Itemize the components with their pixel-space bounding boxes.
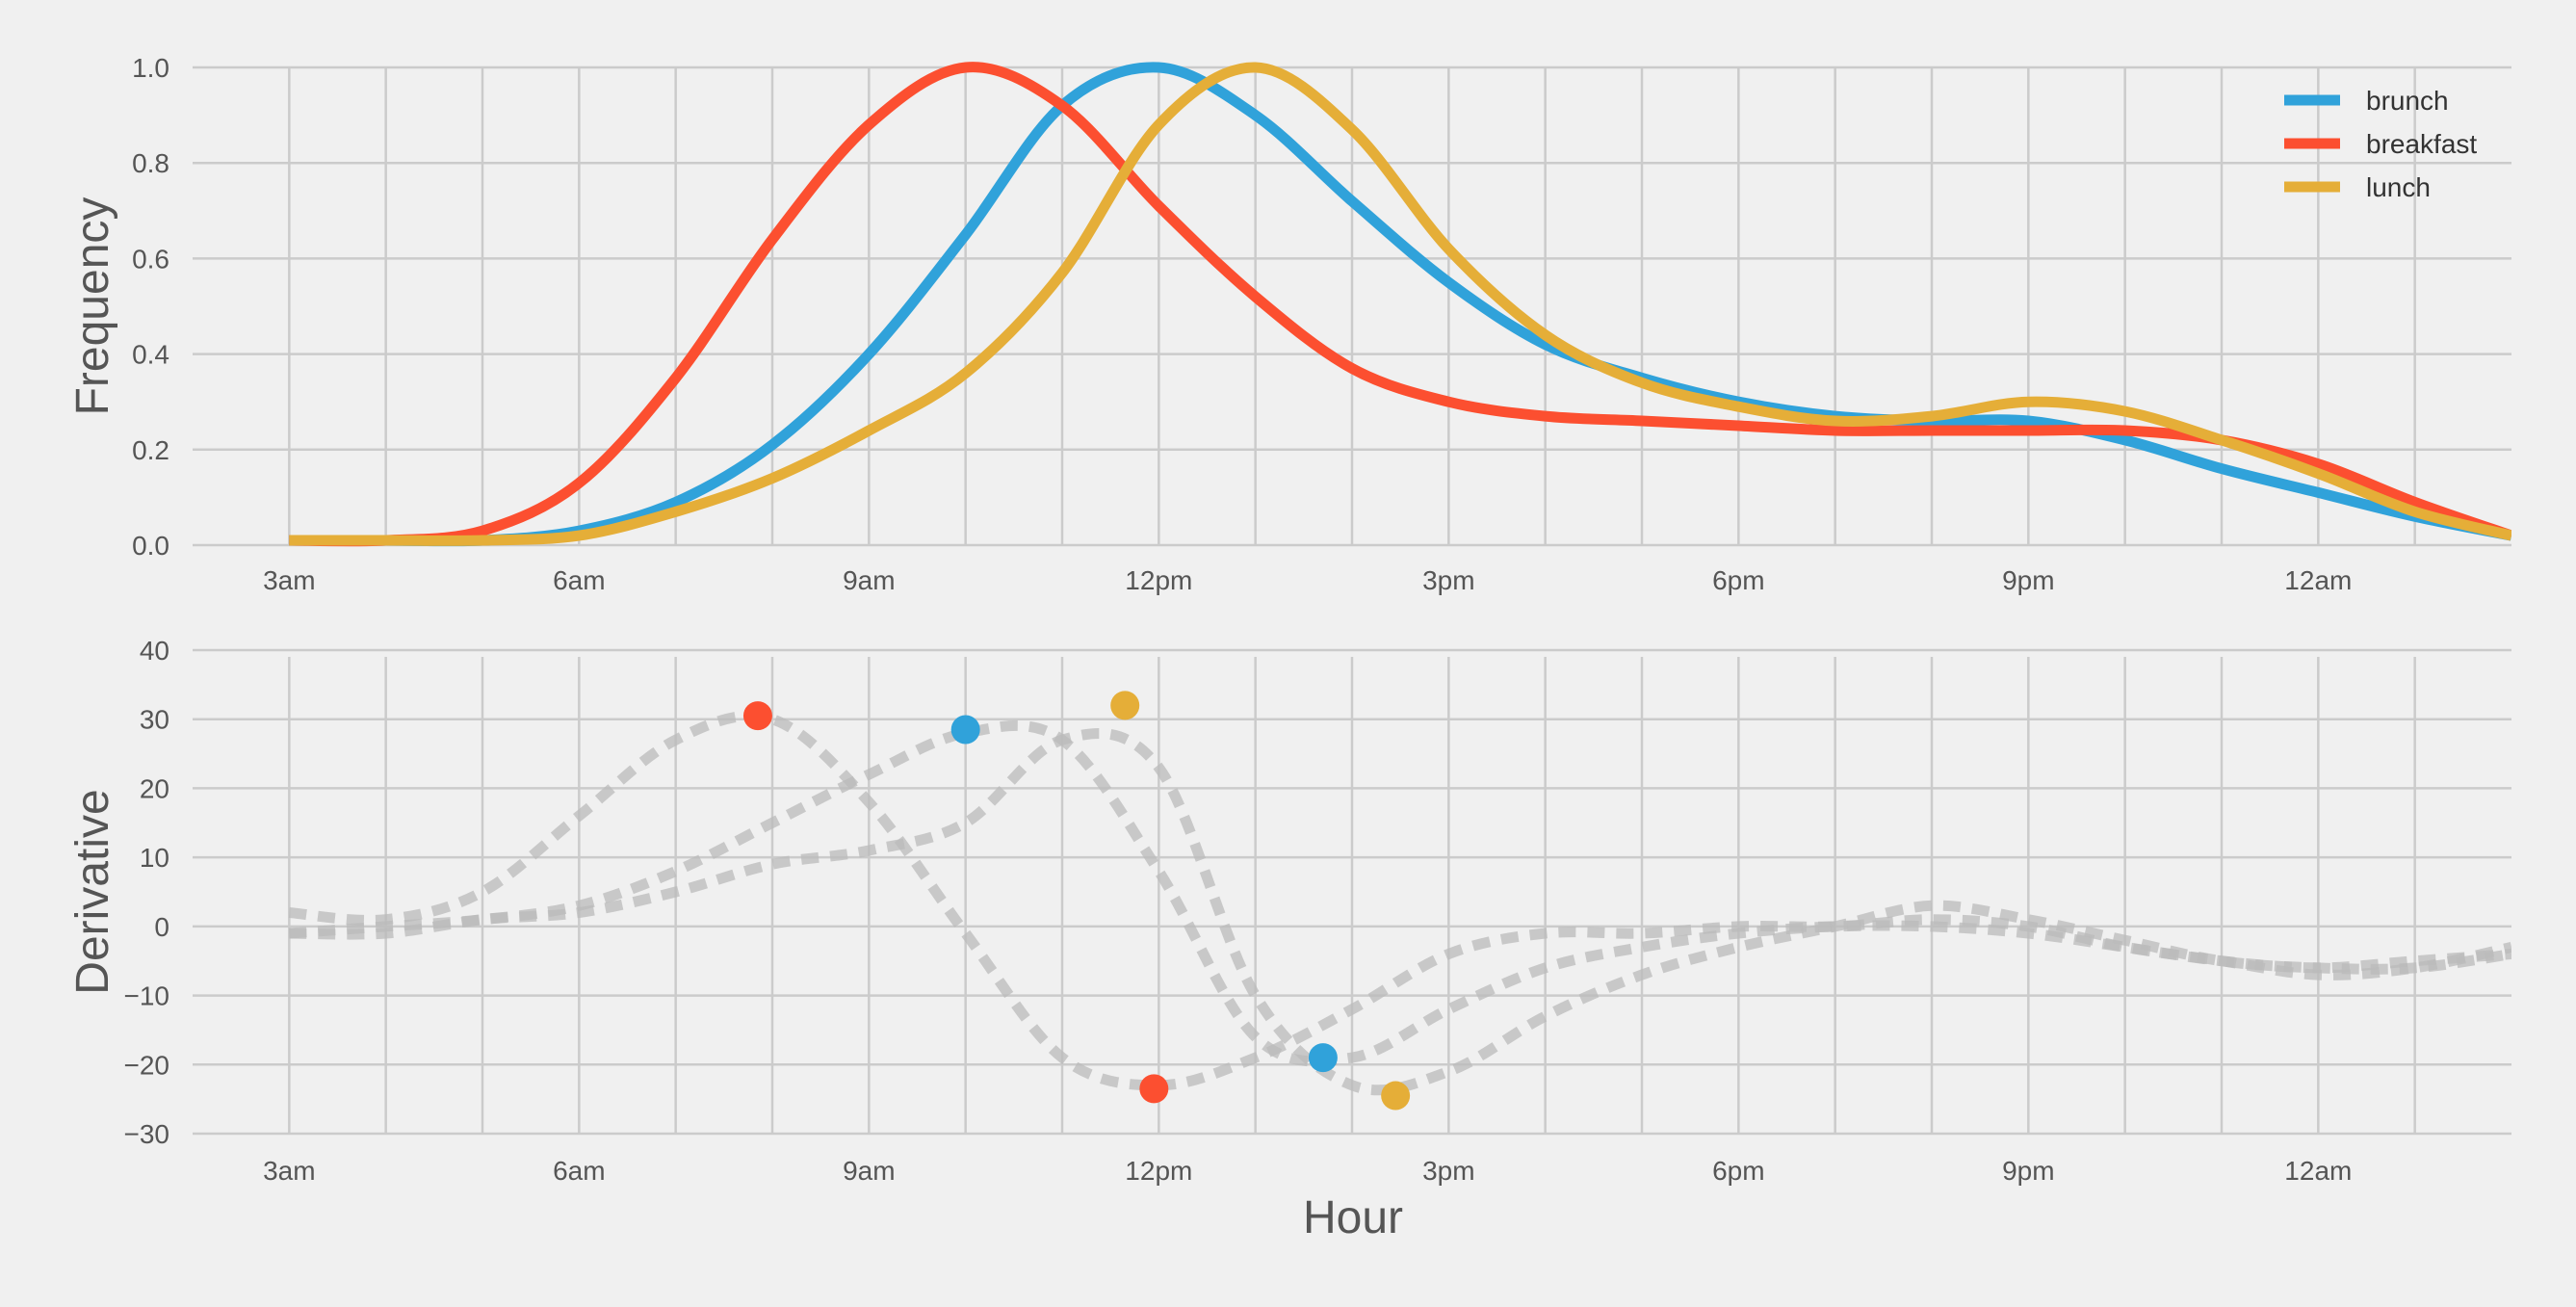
frequency-series-line-brunch (289, 62, 2511, 547)
derivative-ytick-label: 20 (140, 773, 169, 803)
derivative-ytick-label: 30 (140, 705, 169, 735)
frequency-ylabel: Frequency (67, 197, 118, 416)
frequency-xtick-label: 12pm (1125, 565, 1192, 595)
frequency-ytick-label: 1.0 (132, 53, 169, 83)
frequency-series-group (289, 62, 2511, 547)
legend: brunch breakfast lunch (2284, 86, 2477, 202)
derivative-ytick-label: −20 (124, 1050, 170, 1080)
frequency-series-line-breakfast (289, 62, 2511, 547)
derivative-ytick-label: 40 (140, 636, 169, 666)
derivative-xtick-label: 6pm (1712, 1156, 1764, 1186)
derivative-extremum-marker (1139, 1074, 1169, 1104)
legend-label-breakfast: breakfast (2366, 129, 2477, 159)
derivative-series-group (288, 710, 2511, 1096)
derivative-extremum-marker (950, 715, 980, 745)
frequency-ytick-label: 0.6 (132, 244, 169, 274)
derivative-xtick-label: 12am (2284, 1156, 2352, 1186)
derivative-series-line-3 (289, 728, 2511, 1096)
derivative-extremum-marker (742, 701, 772, 731)
derivative-xtick-label: 12pm (1125, 1156, 1192, 1186)
derivative-xtick-label: 6am (553, 1156, 605, 1186)
frequency-series-line-lunch (289, 62, 2511, 546)
derivative-xtick-label: 9pm (2002, 1156, 2054, 1186)
legend-label-lunch: lunch (2366, 172, 2431, 202)
frequency-xtick-label: 12am (2284, 565, 2352, 595)
derivative-ytick-label: 10 (140, 843, 169, 873)
frequency-grid (193, 65, 2511, 547)
frequency-xtick-label: 9am (843, 565, 895, 595)
frequency-panel: 0.0 0.2 0.4 0.6 0.8 1.0 3am 6am 9am 12pm 3pm 6pm 9pm… (67, 53, 2511, 595)
frequency-ytick-label: 0.0 (132, 531, 169, 561)
derivative-extremum-marker (1110, 691, 1140, 720)
derivative-ytick-label: −10 (124, 981, 170, 1011)
derivative-ylabel: Derivative (67, 789, 118, 994)
derivative-extremum-marker (1381, 1081, 1411, 1111)
frequency-ytick-label: 0.2 (132, 435, 169, 465)
derivative-xtick-label: 9am (843, 1156, 895, 1186)
derivative-extremum-marker (1308, 1043, 1338, 1073)
frequency-xtick-label: 6pm (1712, 565, 1764, 595)
frequency-xtick-label: 6am (553, 565, 605, 595)
derivative-ytick-label: 0 (154, 912, 169, 942)
legend-label-brunch: brunch (2366, 86, 2449, 116)
derivative-xlabel: Hour (1303, 1192, 1403, 1243)
frequency-xtick-label: 3am (263, 565, 315, 595)
frequency-xtick-label: 9pm (2002, 565, 2054, 595)
derivative-panel: −30 −20 −10 0 10 20 30 40 3am 6am 9am 12pm 3pm 6pm 9pm… (67, 636, 2511, 1243)
derivative-xtick-label: 3am (263, 1156, 315, 1186)
derivative-ytick-label: −30 (124, 1119, 170, 1149)
derivative-grid (193, 648, 2511, 1136)
derivative-xtick-label: 3pm (1422, 1156, 1474, 1186)
frequency-ytick-label: 0.8 (132, 148, 169, 178)
frequency-xtick-label: 3pm (1422, 565, 1474, 595)
frequency-ytick-label: 0.4 (132, 340, 169, 370)
